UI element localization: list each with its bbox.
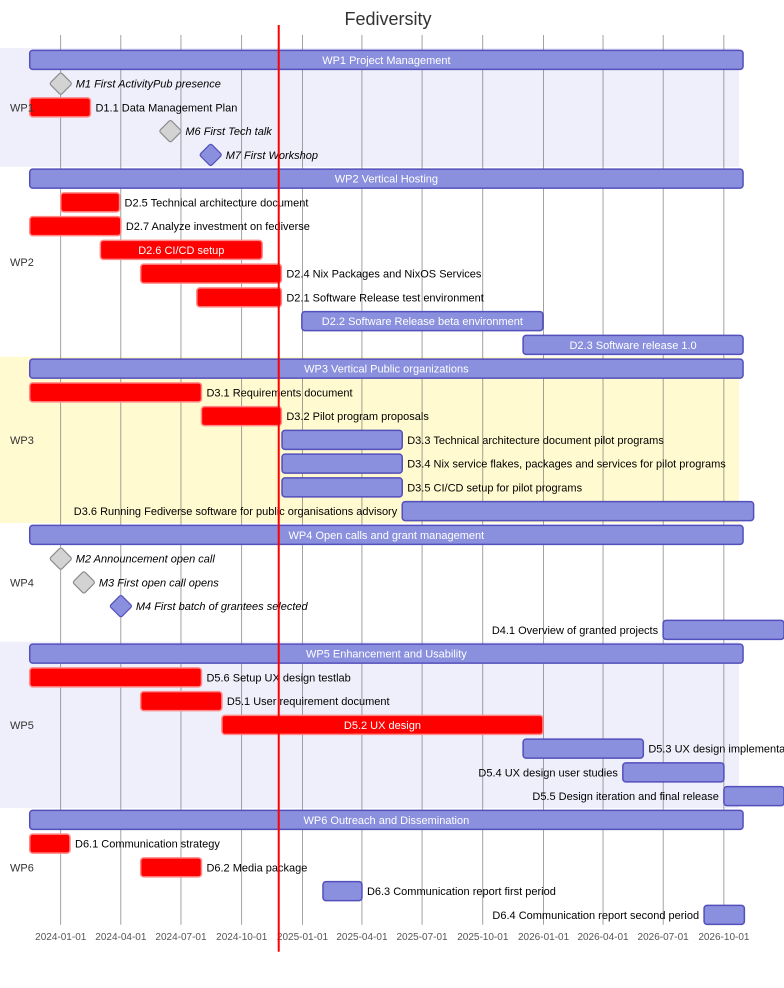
task-label: D2.7 Analyze investment on fediverse	[126, 221, 310, 233]
task-label: D2.1 Software Release test environment	[286, 292, 484, 304]
x-tick-label: 2026-10-01	[698, 932, 750, 943]
task-label: D3.6 Running Fediverse software for publ…	[74, 506, 398, 518]
milestone-marker	[49, 547, 72, 570]
task-label: D5.5 Design iteration and final release	[532, 791, 719, 803]
task-bar	[522, 738, 645, 759]
milestone-label: M3 First open call opens	[99, 577, 219, 589]
x-tick-labels: 2024-01-01 2024-04-01 2024-07-01 2024-10-01…	[35, 932, 750, 943]
task-label: D2.5 Technical architecture document	[125, 197, 309, 209]
x-tick-label: 2024-10-01	[216, 932, 268, 943]
task-bar	[28, 215, 122, 237]
task-bar	[703, 904, 746, 926]
milestone-marker	[49, 72, 72, 95]
task-label: D3.4 Nix service flakes, packages and se…	[407, 459, 726, 471]
task-label: D5.1 User requirement document	[227, 696, 390, 708]
task-marks: WP1 Project Management M1 First ActivityP…	[28, 49, 784, 926]
task-label: WP3 Vertical Public organizations	[304, 364, 469, 376]
milestone-marker	[199, 143, 222, 166]
task-bar	[281, 453, 403, 474]
task-bar	[281, 477, 403, 498]
task-label: D3.3 Technical architecture document pil…	[407, 435, 664, 447]
x-tick-label: 2024-04-01	[95, 932, 147, 943]
section-labels: WP1 WP2 WP3 WP4 WP5 WP6	[10, 102, 34, 874]
task-label: WP1 Project Management	[322, 55, 450, 67]
x-tick-label: 2025-07-01	[396, 932, 448, 943]
section-label: WP5	[10, 720, 34, 732]
milestone-label: M4 First batch of grantees selected	[136, 601, 309, 613]
task-label: D5.3 UX design implementation	[648, 744, 784, 756]
task-bar	[28, 168, 744, 189]
task-bar	[139, 263, 283, 284]
task-label: WP5 Enhancement and Usability	[306, 649, 467, 661]
milestone-label: M7 First Workshop	[226, 150, 318, 162]
milestone-marker	[109, 595, 132, 618]
task-label: D5.4 UX design user studies	[478, 767, 618, 779]
task-bar	[28, 358, 744, 379]
x-tick-label: 2026-01-01	[518, 932, 570, 943]
section-label: WP4	[10, 577, 34, 589]
section-label: WP6	[10, 862, 34, 874]
task-label: WP4 Open calls and grant management	[289, 530, 485, 542]
x-tick-label: 2025-01-01	[277, 932, 329, 943]
x-tick-label: 2025-10-01	[457, 932, 509, 943]
task-bar	[28, 524, 744, 546]
task-label: D6.3 Communication report first period	[367, 886, 556, 898]
task-bar	[301, 310, 544, 332]
task-bar	[401, 500, 755, 522]
milestone-label: M1 First ActivityPub presence	[76, 79, 221, 91]
section-label: WP1	[10, 102, 34, 114]
task-label: D2.2 Software Release beta environment	[322, 316, 523, 328]
task-bar	[723, 785, 784, 807]
task-label: D1.1 Data Management Plan	[95, 102, 237, 114]
section-bands	[0, 48, 739, 808]
x-tick-label: 2026-04-01	[577, 932, 629, 943]
task-bar	[322, 880, 363, 902]
x-tick-label: 2026-07-01	[638, 932, 690, 943]
x-tick-label: 2024-01-01	[35, 932, 87, 943]
section-label: WP3	[10, 435, 34, 447]
task-bar	[60, 192, 121, 213]
task-label: D2.4 Nix Packages and NixOS Services	[286, 269, 482, 281]
task-label: D2.3 Software release 1.0	[569, 340, 696, 352]
task-bar	[196, 287, 283, 308]
task-label: D6.2 Media package	[206, 862, 307, 874]
task-label: WP6 Outreach and Dissemination	[304, 815, 470, 827]
task-label: D3.2 Pilot program proposals	[286, 411, 429, 423]
task-bar	[28, 382, 203, 403]
task-bar	[522, 334, 744, 356]
milestone-marker	[72, 571, 95, 594]
milestone-label: M2 Announcement open call	[76, 554, 216, 566]
x-tick-label: 2024-07-01	[155, 932, 207, 943]
milestone-label: M6 First Tech talk	[185, 126, 272, 138]
task-label: D6.4 Communication report second period	[492, 910, 699, 922]
task-bar	[28, 97, 92, 118]
task-label: D6.1 Communication strategy	[75, 839, 220, 851]
task-bar	[662, 619, 784, 641]
task-bar	[28, 49, 744, 71]
milestone-marker	[159, 120, 182, 143]
task-bar	[281, 429, 403, 451]
task-bar	[28, 809, 744, 831]
task-label: D2.6 CI/CD setup	[138, 245, 224, 257]
chart-title: Fediversity	[344, 9, 431, 29]
task-bar	[28, 667, 203, 688]
task-bar	[200, 405, 283, 427]
task-bar	[622, 762, 725, 783]
task-bar	[139, 690, 223, 712]
task-bar	[28, 643, 744, 664]
task-bar	[99, 239, 263, 261]
task-label: D3.5 CI/CD setup for pilot programs	[407, 482, 582, 494]
task-bar	[139, 857, 203, 878]
task-label: WP2 Vertical Hosting	[335, 174, 438, 186]
task-bar	[221, 714, 544, 736]
task-label: D4.1 Overview of granted projects	[492, 625, 659, 637]
section-label: WP2	[10, 257, 34, 269]
task-label: D5.2 UX design	[344, 720, 421, 732]
task-bar	[28, 833, 71, 854]
x-tick-label: 2025-04-01	[336, 932, 388, 943]
